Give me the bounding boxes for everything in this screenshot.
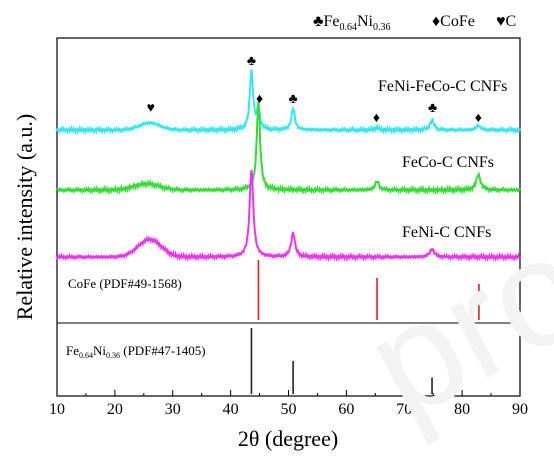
phase-marker: ♥: [147, 101, 155, 116]
series-label-feco: FeCo-C CNFs: [402, 154, 494, 171]
phase-marker: ♣: [289, 92, 298, 107]
x-tick-label: 50: [281, 401, 297, 418]
x-tick-label: 70: [396, 401, 412, 418]
phase-marker: ♣: [428, 101, 437, 116]
legend: ♣Fe0.64Ni0.36 ♦CoFe ♥C: [313, 13, 516, 33]
x-axis-title: 2θ (degree): [238, 426, 338, 451]
series-label-feni: FeNi-C CNFs: [402, 224, 491, 241]
reference-label-feni: Fe0.64Ni0.36 (PDF#47-1405): [66, 343, 206, 360]
legend-entry-carbon: ♥C: [496, 13, 516, 30]
phase-marker: ♦: [256, 92, 263, 107]
reference-label-cofe: CoFe (PDF#49-1568): [68, 276, 182, 291]
legend-entry-fenialloy: ♣Fe0.64Ni0.36: [313, 13, 391, 33]
series-trace-2: [56, 169, 521, 263]
x-tick-label: 10: [49, 401, 65, 418]
reference-patterns: [250, 260, 480, 394]
series-trace-0: [56, 69, 521, 136]
x-tick-label: 90: [512, 401, 528, 418]
phase-markers: ♥ ♣ ♦ ♣ ♦ ♣ ♦: [147, 54, 482, 126]
phase-marker: ♦: [373, 111, 380, 126]
phase-marker: ♦: [475, 111, 482, 126]
series-trace-1: [56, 101, 521, 196]
x-tick-label: 60: [338, 401, 354, 418]
x-tick-label: 30: [165, 401, 181, 418]
legend-entry-cofe: ♦CoFe: [432, 13, 475, 30]
series-label-fenifeco: FeNi-FeCo-C CNFs: [378, 78, 507, 95]
y-axis-title: Relative intensity (a.u.): [12, 114, 37, 321]
x-tick-label: 40: [223, 401, 239, 418]
phase-marker: ♣: [247, 54, 256, 69]
x-tick-label: 20: [107, 401, 123, 418]
series-layer: [56, 69, 521, 263]
x-tick-label: 80: [454, 401, 470, 418]
x-axis: 10 20 30 40 50 60 70 80 90: [49, 390, 528, 418]
